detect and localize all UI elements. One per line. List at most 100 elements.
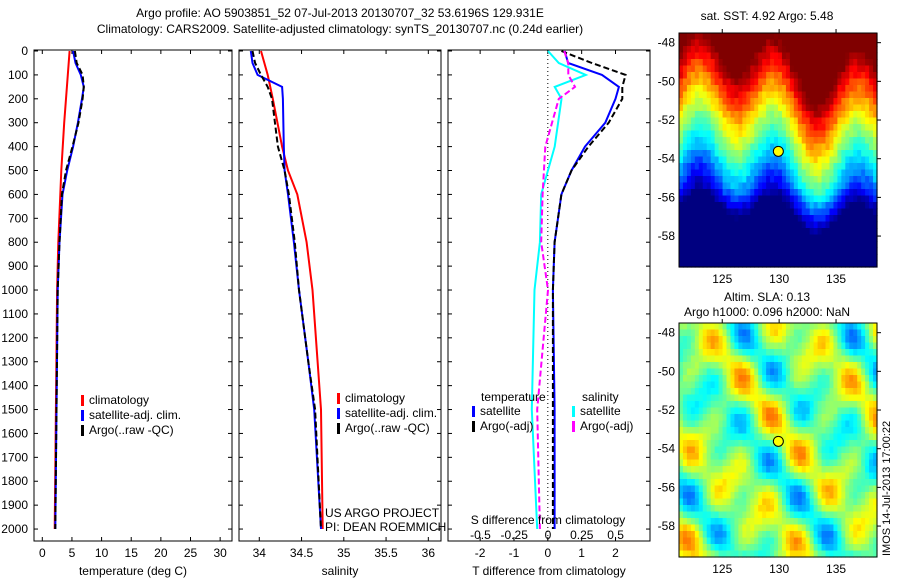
map-cell: [690, 78, 696, 86]
map-cell: [857, 420, 862, 428]
map-cell: [817, 375, 823, 383]
map-cell: [817, 65, 823, 73]
map-cell: [873, 254, 878, 262]
map-cell: [750, 459, 755, 467]
map-cell: [869, 459, 874, 467]
map-cell: [758, 537, 763, 545]
map-cell: [845, 472, 850, 480]
map-cell: [770, 156, 775, 164]
argo-location-marker: [772, 435, 784, 447]
map-cell: [710, 247, 716, 255]
map-cell: [762, 72, 767, 80]
map-cell: [766, 33, 771, 41]
map-cell: [730, 247, 736, 255]
map-cell: [809, 537, 815, 545]
map-cell: [861, 65, 866, 73]
map-cell: [750, 234, 755, 242]
map-cell: [849, 91, 854, 99]
map-cell: [829, 143, 835, 151]
map-cell: [817, 329, 823, 337]
map-cell: [853, 414, 858, 422]
map-cell: [690, 234, 696, 242]
map-cell: [710, 215, 716, 223]
map-cell: [686, 362, 692, 370]
map-cell: [873, 323, 878, 331]
map-cell: [821, 433, 827, 441]
map-cell: [809, 182, 815, 190]
map-cell: [813, 492, 819, 500]
map-cell: [690, 46, 696, 54]
map-cell: [702, 349, 708, 357]
map-cell: [781, 427, 787, 435]
map-cell: [718, 72, 724, 80]
map-cell: [702, 329, 708, 337]
map-cell: [873, 550, 878, 558]
map-cell: [690, 414, 696, 422]
map-cell: [853, 163, 858, 171]
map-cell: [861, 407, 866, 415]
sla-map-title-2: Argo h1000: 0.096 h2000: NaN: [684, 305, 850, 319]
map-cell: [694, 111, 700, 119]
map-cell: [750, 323, 755, 331]
map-cell: [873, 368, 878, 376]
map-cell: [813, 394, 819, 402]
map-cell: [762, 479, 767, 487]
map-cell: [833, 485, 838, 493]
map-cell: [722, 472, 728, 480]
map-cell: [849, 349, 854, 357]
map-cell: [682, 182, 688, 190]
map-cell: [706, 104, 712, 112]
map-cell: [730, 492, 736, 500]
map-cell: [805, 381, 811, 389]
map-cell: [722, 98, 728, 106]
map-cell: [682, 254, 688, 262]
map-cell: [770, 111, 775, 119]
map-cell: [789, 414, 795, 422]
map-cell: [845, 46, 850, 54]
map-cell: [873, 189, 878, 197]
map-cell: [837, 208, 842, 216]
map-cell: [821, 505, 827, 513]
map-cell: [770, 234, 775, 242]
map-cell: [698, 388, 704, 396]
map-cell: [861, 39, 866, 47]
map-cell: [861, 234, 866, 242]
map-cell: [781, 492, 787, 500]
map-cell: [702, 479, 708, 487]
map-cell: [742, 59, 747, 67]
map-cell: [813, 505, 819, 513]
map-cell: [746, 323, 751, 331]
map-cell: [809, 189, 815, 197]
map-cell: [682, 505, 688, 513]
map-cell: [805, 91, 811, 99]
map-cell: [873, 355, 878, 363]
map-cell: [833, 479, 838, 487]
map-cell: [829, 46, 835, 54]
map-cell: [781, 342, 787, 350]
map-cell: [774, 98, 779, 106]
map-cell: [679, 130, 684, 138]
map-cell: [797, 33, 803, 41]
map-cell: [857, 342, 862, 350]
map-cell: [813, 241, 819, 249]
map-cell: [809, 241, 815, 249]
map-cell: [722, 169, 728, 177]
map-cell: [718, 362, 724, 370]
map-cell: [821, 511, 827, 519]
map-cell: [690, 505, 696, 513]
map-cell: [738, 221, 743, 229]
map-cell: [837, 46, 842, 54]
x-tick-label: 20: [154, 546, 168, 560]
map-cell: [809, 388, 815, 396]
map-cell: [714, 446, 720, 454]
map-cell: [694, 189, 700, 197]
map-cell: [694, 202, 700, 210]
map-cell: [789, 98, 795, 106]
map-cell: [873, 388, 878, 396]
map-cell: [797, 329, 803, 337]
map-cell: [849, 104, 854, 112]
map-cell: [762, 550, 767, 558]
y-tick-label: -58: [658, 229, 676, 243]
map-cell: [873, 46, 878, 54]
map-cell: [781, 78, 787, 86]
